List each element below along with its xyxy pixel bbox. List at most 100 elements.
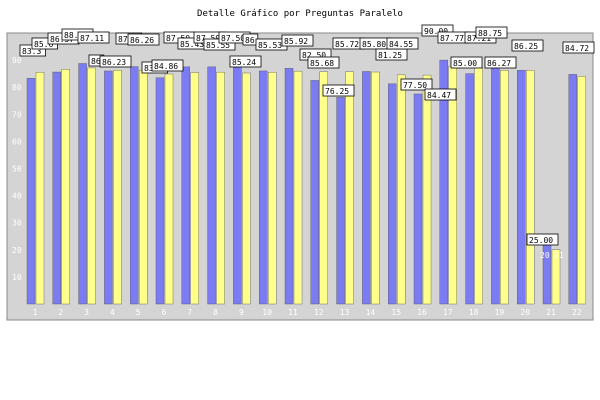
svg-text:84.86: 84.86 xyxy=(154,62,178,71)
bar-a xyxy=(259,70,268,305)
svg-text:83.3: 83.3 xyxy=(22,47,41,56)
bar-a xyxy=(233,66,242,305)
data-label: 86.25 xyxy=(511,39,544,52)
bar-b xyxy=(448,65,457,305)
bar-a xyxy=(388,83,397,305)
x-tick-label: 2 xyxy=(58,308,63,317)
y-tick-label: 10 xyxy=(12,273,22,282)
bar-b xyxy=(35,72,45,305)
x-tick-label: 13 xyxy=(340,308,350,317)
bar-a xyxy=(465,73,474,305)
y-tick-label: 90 xyxy=(12,56,22,65)
bar-a xyxy=(362,71,371,305)
bar-a xyxy=(129,66,139,305)
svg-text:86: 86 xyxy=(91,57,101,66)
data-label: 21 xyxy=(554,251,564,260)
y-tick-label: 20 xyxy=(12,246,22,255)
svg-text:85.6: 85.6 xyxy=(34,40,53,49)
data-label: 84.86 xyxy=(151,59,184,72)
svg-text:84.72: 84.72 xyxy=(565,44,589,53)
bars xyxy=(26,59,586,305)
bar-a xyxy=(517,70,526,305)
x-tick-label: 5 xyxy=(136,308,141,317)
bar-a xyxy=(26,78,36,305)
y-tick-label: 50 xyxy=(12,165,22,174)
data-labels: 83.385.686.5788.7587.118686.2387.686.268… xyxy=(19,24,595,260)
svg-text:85.80: 85.80 xyxy=(362,40,386,49)
svg-text:87.50: 87.50 xyxy=(221,34,245,43)
x-tick-label: 7 xyxy=(187,308,192,317)
svg-text:84.47: 84.47 xyxy=(427,91,451,100)
svg-text:20: 20 xyxy=(540,251,550,260)
svg-text:85.53: 85.53 xyxy=(258,41,282,50)
svg-text:77.50: 77.50 xyxy=(403,81,427,90)
bar-a xyxy=(78,63,87,305)
svg-text:85.24: 85.24 xyxy=(232,58,256,67)
bar-b xyxy=(190,72,200,305)
data-label: 84.55 xyxy=(386,37,419,50)
bar-a xyxy=(542,236,552,305)
svg-text:86: 86 xyxy=(245,36,255,45)
svg-text:86.23: 86.23 xyxy=(102,58,126,67)
x-tick-label: 9 xyxy=(239,308,244,317)
bar-a xyxy=(413,93,423,305)
bar-b xyxy=(526,70,535,305)
bar-a xyxy=(207,66,216,305)
x-tick-label: 15 xyxy=(391,308,401,317)
svg-text:86.25: 86.25 xyxy=(514,42,538,51)
bar-a xyxy=(336,97,345,305)
y-tick-label: 70 xyxy=(12,110,22,119)
svg-text:85.72: 85.72 xyxy=(335,40,359,49)
data-label: 85.00 xyxy=(450,56,483,69)
bar-b xyxy=(216,71,225,305)
bar-a xyxy=(491,63,500,305)
x-tick-label: 18 xyxy=(469,308,479,317)
x-tick-label: 4 xyxy=(110,308,115,317)
bar-a xyxy=(439,59,448,305)
y-tick-label: 60 xyxy=(12,137,22,146)
data-label: 85.24 xyxy=(229,55,262,68)
data-label: 77.50 xyxy=(400,78,433,91)
x-tick-label: 14 xyxy=(366,308,376,317)
svg-text:25.00: 25.00 xyxy=(529,236,553,245)
svg-text:85.55: 85.55 xyxy=(206,41,230,50)
data-label: 85.80 xyxy=(359,37,392,50)
bar-b xyxy=(61,69,70,305)
x-tick-label: 6 xyxy=(162,308,167,317)
x-tick-label: 20 xyxy=(520,308,530,317)
data-label: 84.47 xyxy=(424,88,457,101)
bar-a xyxy=(181,66,191,305)
bar-b xyxy=(345,71,354,305)
svg-text:81.25: 81.25 xyxy=(378,51,402,60)
x-tick-label: 16 xyxy=(417,308,427,317)
bar-b xyxy=(397,74,406,305)
data-label: 86.27 xyxy=(484,56,517,69)
x-tick-label: 22 xyxy=(572,308,582,317)
svg-text:21: 21 xyxy=(554,251,564,260)
data-label: 86 xyxy=(242,33,259,46)
data-label: 86.26 xyxy=(127,33,160,46)
bar-b xyxy=(164,73,174,305)
bar-a xyxy=(284,68,294,305)
svg-text:88.75: 88.75 xyxy=(478,29,502,38)
bar-b xyxy=(551,249,561,305)
bar-b xyxy=(87,67,96,305)
svg-text:85.92: 85.92 xyxy=(284,37,308,46)
bar-a xyxy=(104,70,113,305)
data-label: 85.92 xyxy=(281,34,314,47)
bar-b xyxy=(242,72,251,305)
bar-a xyxy=(568,74,577,305)
bar-b xyxy=(500,70,509,305)
data-label: 87.11 xyxy=(77,31,110,44)
data-label: 88.75 xyxy=(475,26,508,39)
svg-text:86.26: 86.26 xyxy=(130,36,154,45)
bar-b xyxy=(138,70,148,305)
bar-b xyxy=(113,70,122,305)
svg-text:88.75: 88.75 xyxy=(64,31,88,40)
bar-a xyxy=(52,71,61,305)
data-label: 84.72 xyxy=(562,41,595,54)
bar-b xyxy=(422,74,432,305)
y-tick-label: 80 xyxy=(12,83,22,92)
bar-b xyxy=(371,71,380,305)
chart-title: Detalle Gráfico por Preguntas Paralelo xyxy=(197,9,403,19)
